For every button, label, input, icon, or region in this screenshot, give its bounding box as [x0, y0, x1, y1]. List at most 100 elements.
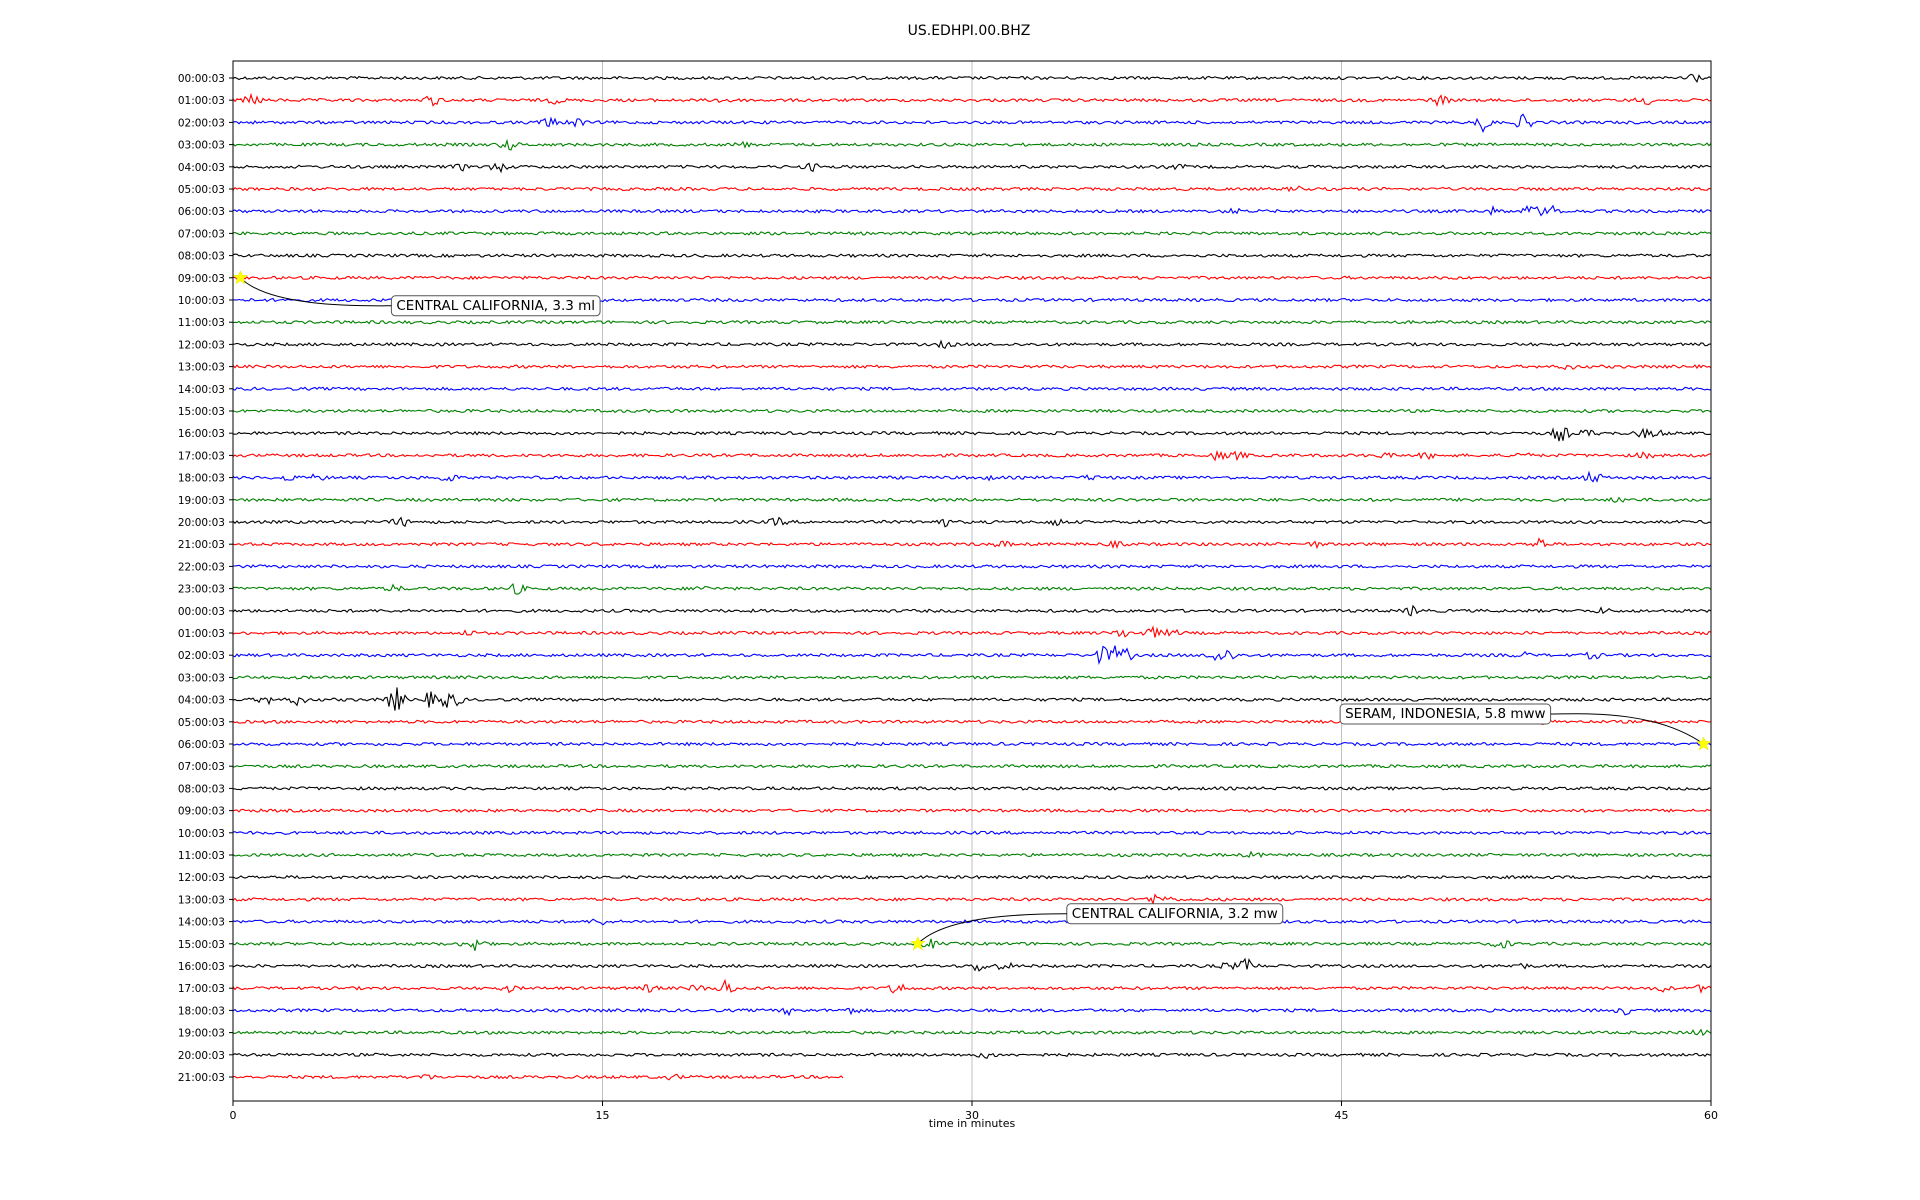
seismic-trace: [232, 319, 1712, 325]
y-tick-label: 05:00:03: [178, 184, 225, 196]
y-tick-label: 03:00:03: [178, 140, 225, 152]
y-tick-label: 06:00:03: [178, 739, 225, 751]
seismic-trace: [232, 625, 1712, 638]
y-tick-label: 02:00:03: [178, 650, 225, 662]
chart-title: US.EDHPI.00.BHZ: [908, 23, 1031, 39]
seismic-trace: [232, 675, 1712, 680]
seismic-trace: [232, 786, 1712, 791]
event-annotation-label: CENTRAL CALIFORNIA, 3.2 mw: [1072, 906, 1278, 922]
event-annotation-label: CENTRAL CALIFORNIA, 3.3 ml: [396, 298, 595, 314]
seismic-trace: [232, 275, 1712, 281]
event-star-marker: [910, 936, 926, 951]
y-tick-label: 07:00:03: [178, 761, 225, 773]
x-axis: 0 15 30 45 60: [230, 1101, 1718, 1122]
seismic-trace: [232, 957, 1712, 972]
y-tick-label: 04:00:03: [178, 695, 225, 707]
x-tick-label: 60: [1704, 1109, 1718, 1122]
y-tick-label: 05:00:03: [178, 717, 225, 729]
seismic-trace: [232, 763, 1712, 769]
seismic-trace: [232, 938, 1712, 951]
y-tick-label: 20:00:03: [178, 1050, 225, 1062]
seismic-trace: [232, 808, 1712, 813]
y-tick-label: 09:00:03: [178, 273, 225, 285]
y-tick-label: 13:00:03: [178, 894, 225, 906]
seismic-trace: [232, 874, 1712, 880]
seismic-trace: [232, 363, 1712, 371]
event-annotation-arrow: [1550, 713, 1704, 745]
event-star-marker: [1695, 736, 1712, 751]
seismic-trace: [232, 564, 1712, 569]
y-tick-label: 11:00:03: [178, 850, 225, 862]
x-axis-label: time in minutes: [929, 1117, 1016, 1130]
seismic-trace: [232, 162, 1712, 174]
seismic-trace: [232, 204, 1712, 217]
y-tick-label: 09:00:03: [178, 806, 225, 818]
annotation-group: CENTRAL CALIFORNIA, 3.3 ml SERAM, INDONES…: [232, 270, 1712, 951]
y-tick-label: 17:00:03: [178, 450, 225, 462]
y-tick-label: 14:00:03: [178, 384, 225, 396]
y-tick-label: 16:00:03: [178, 428, 225, 440]
y-tick-label: 04:00:03: [178, 162, 225, 174]
y-tick-label: 21:00:03: [178, 1072, 225, 1084]
y-tick-label: 13:00:03: [178, 362, 225, 374]
y-tick-label: 15:00:03: [178, 406, 225, 418]
y-tick-label: 21:00:03: [178, 539, 225, 551]
y-tick-label: 00:00:03: [178, 73, 225, 85]
y-tick-label: 02:00:03: [178, 117, 225, 129]
y-tick-label: 08:00:03: [178, 251, 225, 263]
y-tick-label: 12:00:03: [178, 872, 225, 884]
y-tick-label: 06:00:03: [178, 206, 225, 218]
x-tick-label: 0: [230, 1109, 237, 1122]
seismic-trace: [232, 830, 1712, 836]
seismic-trace: [232, 893, 1712, 906]
y-tick-label: 18:00:03: [178, 473, 225, 485]
seismic-trace: [232, 645, 1712, 665]
seismic-trace: [232, 537, 1712, 550]
y-tick-label: 00:00:03: [178, 606, 225, 618]
y-tick-label: 16:00:03: [178, 961, 225, 973]
y-tick-label: 17:00:03: [178, 983, 225, 995]
seismic-trace: [232, 73, 1712, 83]
seismic-trace: [232, 231, 1712, 236]
y-tick-label: 19:00:03: [178, 1028, 225, 1040]
y-tick-label: 14:00:03: [178, 917, 225, 929]
y-tick-label: 07:00:03: [178, 228, 225, 240]
y-tick-label: 20:00:03: [178, 517, 225, 529]
seismic-trace: [232, 741, 1712, 747]
seismic-trace: [232, 386, 1712, 392]
seismic-trace: [232, 470, 1712, 483]
seismic-trace: [232, 427, 1712, 442]
seismic-trace: [232, 583, 1712, 595]
y-tick-label: 10:00:03: [178, 295, 225, 307]
x-tick-label: 15: [596, 1109, 610, 1122]
event-star-marker: [232, 270, 249, 285]
seismic-trace: [232, 1007, 1712, 1017]
seismic-trace: [232, 185, 1712, 193]
y-tick-label: 01:00:03: [178, 95, 225, 107]
y-tick-label: 18:00:03: [178, 1005, 225, 1017]
seismic-trace: [232, 1028, 1712, 1037]
seismic-trace: [232, 1052, 1712, 1059]
y-tick-label: 22:00:03: [178, 561, 225, 573]
seismic-trace: [232, 408, 1712, 414]
y-tick-label: 15:00:03: [178, 939, 225, 951]
y-tick-label: 12:00:03: [178, 339, 225, 351]
seismic-trace: [232, 687, 1712, 711]
event-annotation-arrow: [917, 913, 1067, 945]
y-tick-label: 11:00:03: [178, 317, 225, 329]
seismic-trace: [232, 1073, 844, 1081]
seismic-trace: [232, 339, 1712, 350]
seismic-trace: [232, 978, 1712, 995]
seismic-trace: [232, 496, 1712, 503]
seismic-trace: [232, 516, 1712, 528]
y-tick-label: 01:00:03: [178, 628, 225, 640]
seismic-trace: [232, 918, 1712, 926]
seismic-trace: [232, 604, 1712, 617]
seismic-trace: [232, 92, 1712, 108]
seismic-trace: [232, 253, 1712, 258]
y-tick-label: 19:00:03: [178, 495, 225, 507]
trace-group: [232, 73, 1712, 1081]
x-tick-label: 45: [1335, 1109, 1349, 1122]
y-tick-labels: 00:00:03 01:00:03 02:00:03 03:00:03 04:00:03…: [178, 73, 233, 1084]
